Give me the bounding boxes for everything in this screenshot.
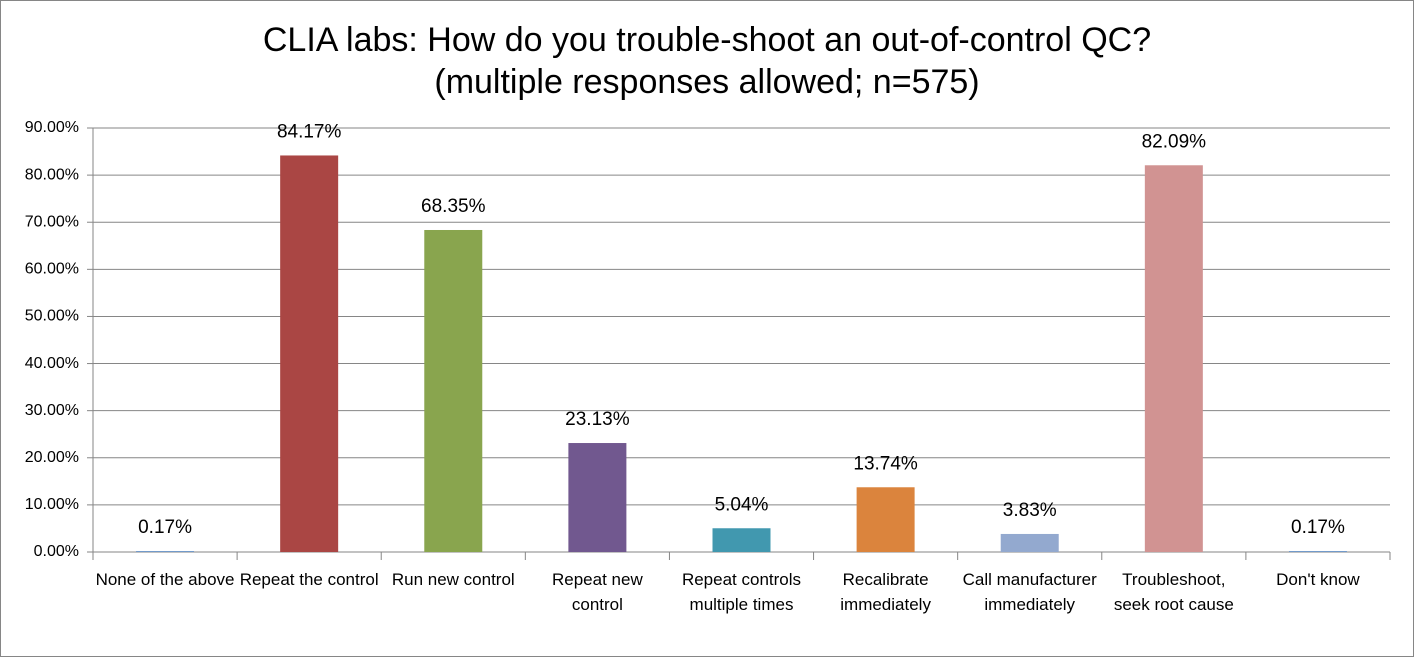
value-label: 68.35% xyxy=(421,196,486,217)
bar xyxy=(1288,551,1347,552)
x-tick-label: Repeat controls multiple times xyxy=(681,570,802,614)
y-tick-label: 60.00% xyxy=(25,261,79,278)
y-tick-label: 30.00% xyxy=(25,402,79,419)
y-tick-label: 50.00% xyxy=(25,308,79,325)
x-tick-label: Recalibrate immediately xyxy=(840,570,931,614)
x-tick-label: Run new control xyxy=(391,570,515,589)
value-label: 13.74% xyxy=(853,453,918,474)
bar xyxy=(1144,165,1203,552)
y-tick-label: 70.00% xyxy=(25,213,79,230)
y-tick-label: 90.00% xyxy=(25,119,79,136)
y-tick-label: 20.00% xyxy=(25,449,79,466)
y-tick-label: 80.00% xyxy=(25,166,79,183)
value-label: 3.83% xyxy=(1003,500,1057,521)
x-tick-label: Repeat new control xyxy=(552,570,643,614)
x-tick-label: Call manufacturer immediately xyxy=(962,570,1097,614)
bar xyxy=(568,443,627,552)
bar xyxy=(136,551,195,552)
chart-subtitle: (multiple responses allowed; n=575) xyxy=(434,63,979,101)
bar xyxy=(1000,533,1059,552)
value-label: 84.17% xyxy=(277,121,342,142)
value-label: 5.04% xyxy=(715,494,769,515)
x-tick-label: None of the above xyxy=(95,570,235,589)
y-tick-label: 0.00% xyxy=(34,543,79,560)
x-tick-label: Don't know xyxy=(1276,570,1360,589)
bar xyxy=(856,487,915,552)
x-tick-label: Repeat the control xyxy=(239,570,379,589)
x-tick-label: Troubleshoot, seek root cause xyxy=(1113,570,1234,614)
chart-title: CLIA labs: How do you trouble-shoot an o… xyxy=(263,21,1151,59)
value-label: 82.09% xyxy=(1142,131,1207,152)
y-tick-label: 10.00% xyxy=(25,496,79,513)
bar xyxy=(280,155,339,553)
value-label: 0.17% xyxy=(138,517,192,538)
value-label: 23.13% xyxy=(565,409,630,430)
bar xyxy=(424,229,483,553)
value-label: 0.17% xyxy=(1291,517,1345,538)
y-tick-label: 40.00% xyxy=(25,355,79,372)
bar xyxy=(712,528,771,552)
